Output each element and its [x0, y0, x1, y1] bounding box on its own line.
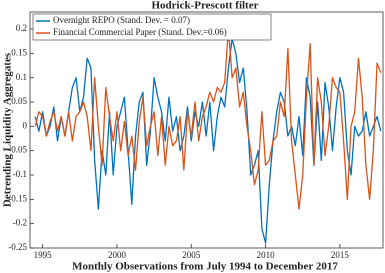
x-tick-label: 2000 — [108, 250, 127, 260]
series-line — [34, 28, 382, 210]
y-tick-label: 0 — [23, 120, 28, 130]
chart-title: Hodrick-Prescott filter — [151, 0, 258, 12]
x-tick-label: 2010 — [257, 250, 276, 260]
y-tick-label: -0.1 — [13, 169, 27, 179]
legend-label: Overnight REPO (Stand. Dev. = 0.07) — [53, 15, 190, 25]
y-tick-label: 0.1 — [16, 72, 27, 82]
y-tick-label: 0.2 — [16, 23, 27, 33]
legend-label: Financial Commercial Paper (Stand. Dev.=… — [53, 27, 227, 37]
y-tick-label: -0.05 — [8, 145, 27, 155]
y-tick-label: 0.05 — [11, 96, 27, 106]
legend-box — [32, 13, 272, 41]
y-tick-label: -0.15 — [8, 193, 27, 203]
x-tick-label: 2005 — [182, 250, 201, 260]
y-tick-label: -0.2 — [13, 218, 27, 228]
x-tick-label: 1995 — [34, 250, 53, 260]
y-axis-label: Detrending Liquidity Aggregates — [2, 52, 14, 207]
y-tick-label: 0.15 — [11, 47, 27, 57]
y-tick-label: -0.25 — [8, 242, 27, 252]
x-tick-label: 2015 — [331, 250, 350, 260]
x-axis-label: Monthly Observations from July 1994 to D… — [72, 261, 338, 273]
